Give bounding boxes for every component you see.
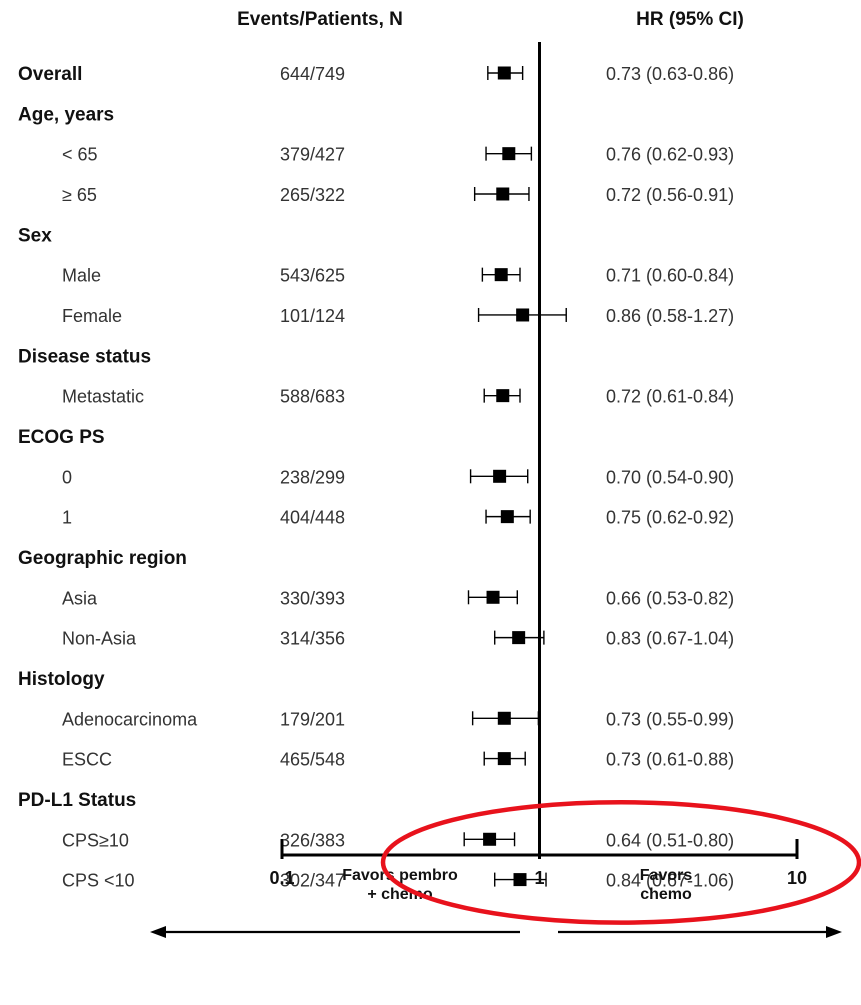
events-patients-value: 302/347 [280,871,345,891]
x-tick-label: 0.1 [269,868,294,888]
subgroup-label: Asia [62,588,98,608]
events-patients-value: 238/299 [280,467,345,487]
hr-ci-value: 0.86 (0.58-1.27) [606,306,734,326]
hr-marker [483,832,497,846]
forest-axis: 0.1 1 10 Favors pembro + chemo Favors chemo [150,42,861,938]
events-patients-value: 265/322 [280,185,345,205]
hr-ci-value: 0.66 (0.53-0.82) [606,588,734,608]
subgroup-label: CPS <10 [62,871,135,891]
group-label: PD-L1 Status [18,790,136,811]
hr-marker [502,147,516,161]
hr-marker [493,469,507,483]
events-patients-header: Events/Patients, N [237,9,403,30]
subgroup-label: < 65 [62,145,98,165]
events-patients-value: 326/383 [280,830,345,850]
favors-left-line1: Favors pembro [342,867,458,884]
hr-ci-value: 0.83 (0.67-1.04) [606,629,734,649]
favors-right-line1: Favors [640,867,693,884]
events-patients-value: 404/448 [280,508,345,528]
group-label: Histology [18,669,105,690]
favors-right-arrow-head [826,926,842,938]
subgroup-label: ≥ 65 [62,185,97,205]
favors-right-line2: chemo [640,886,692,903]
hr-marker [486,590,500,604]
subgroup-label: ESCC [62,750,112,770]
highlight-ellipse [380,800,861,925]
hr-ci-header: HR (95% CI) [636,9,744,30]
events-patients-value: 314/356 [280,629,345,649]
group-label: Age, years [18,104,114,125]
subgroup-label: 0 [62,467,72,487]
subgroup-label: Non-Asia [62,629,137,649]
group-label: ECOG PS [18,427,105,448]
subgroup-label: Adenocarcinoma [62,709,198,729]
group-label: Disease status [18,346,151,367]
subgroup-label: Male [62,266,101,286]
hr-marker [500,510,514,524]
hr-marker [512,631,526,645]
hr-marker [516,308,530,322]
hr-marker [497,752,511,766]
favors-left-line2: + chemo [367,886,433,903]
subgroup-label: Female [62,306,122,326]
hr-marker [497,66,511,80]
hr-marker [513,873,527,887]
events-patients-value: 644/749 [280,64,345,84]
hr-ci-value: 0.64 (0.51-0.80) [606,830,734,850]
hr-marker [494,268,508,282]
hr-marker [497,711,511,725]
hr-ci-value: 0.73 (0.63-0.86) [606,64,734,84]
events-patients-value: 330/393 [280,588,345,608]
subgroup-label: 1 [62,508,72,528]
events-patients-value: 543/625 [280,266,345,286]
hr-ci-value: 0.72 (0.56-0.91) [606,185,734,205]
subgroup-label: Metastatic [62,387,144,407]
group-label: Overall [18,64,82,85]
events-patients-value: 101/124 [280,306,345,326]
hr-ci-value: 0.76 (0.62-0.93) [606,145,734,165]
hr-ci-value: 0.73 (0.55-0.99) [606,709,734,729]
events-patients-value: 465/548 [280,750,345,770]
favors-left-arrow-head [150,926,166,938]
hr-ci-value: 0.73 (0.61-0.88) [606,750,734,770]
hr-ci-value: 0.84 (0.67-1.06) [606,871,734,891]
hr-ci-value: 0.75 (0.62-0.92) [606,508,734,528]
events-patients-value: 379/427 [280,145,345,165]
hr-marker [496,389,510,403]
forest-rows: Overall 644/749 0.73 (0.63-0.86) Age, years… [18,64,734,891]
hr-ci-value: 0.72 (0.61-0.84) [606,387,734,407]
hr-ci-value: 0.71 (0.60-0.84) [606,266,734,286]
hr-ci-value: 0.70 (0.54-0.90) [606,467,734,487]
subgroup-label: CPS≥10 [62,830,129,850]
x-tick-label: 1 [534,868,544,888]
group-label: Geographic region [18,548,187,569]
x-tick-label: 10 [787,868,807,888]
hr-marker [496,187,510,201]
group-label: Sex [18,225,52,246]
events-patients-value: 588/683 [280,387,345,407]
events-patients-value: 179/201 [280,709,345,729]
